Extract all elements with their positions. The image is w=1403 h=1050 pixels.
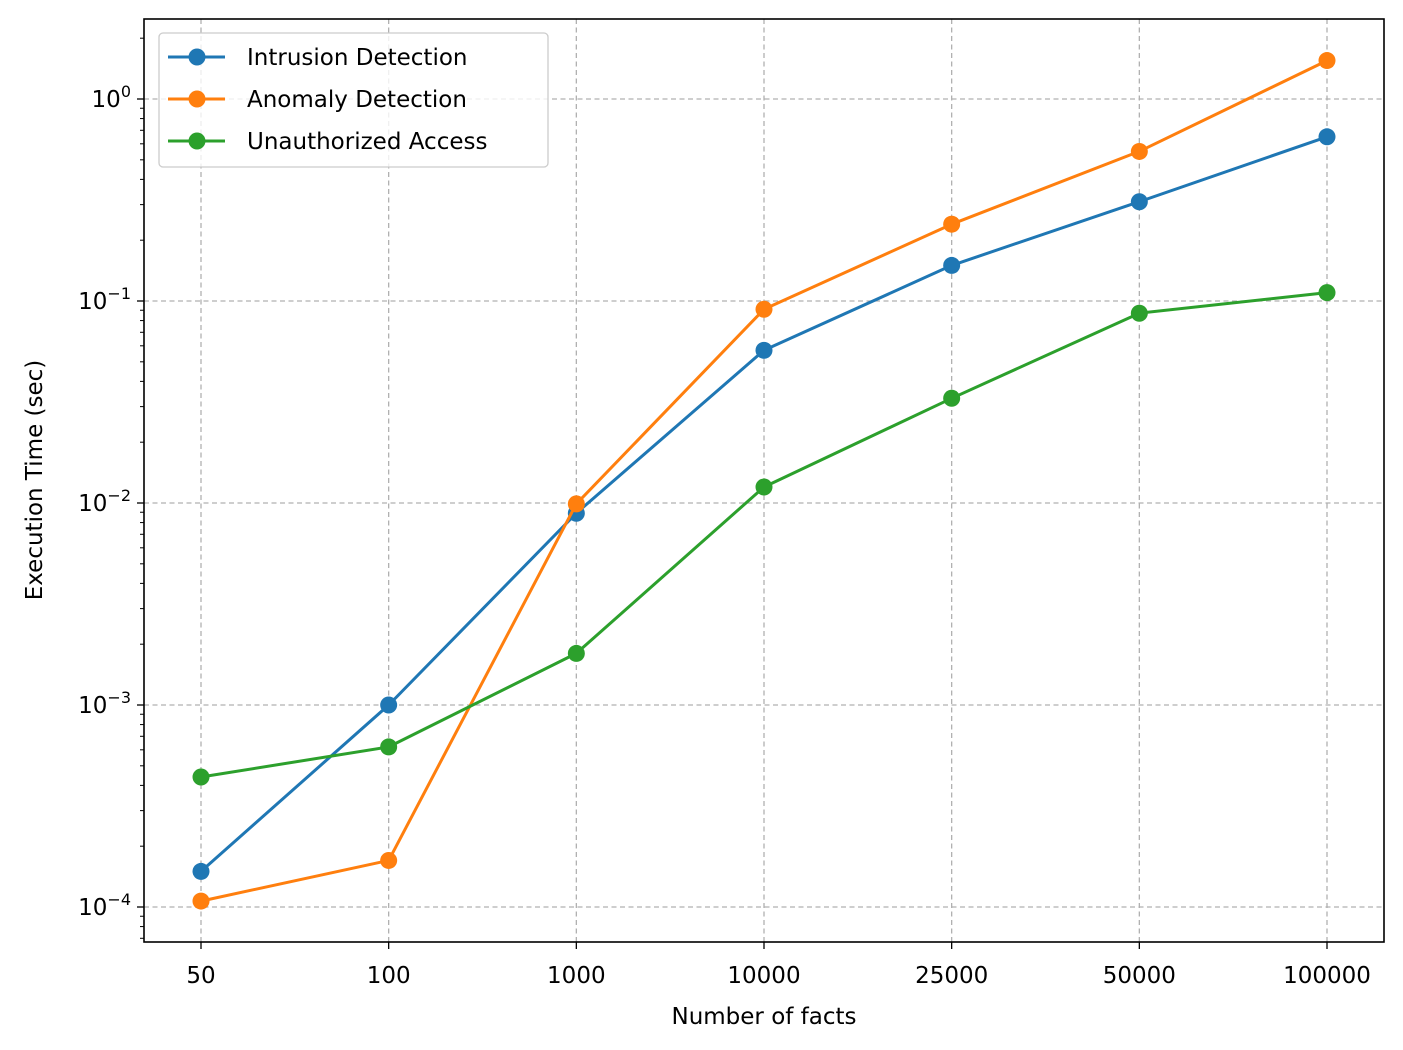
x-tick-label: 100	[367, 963, 411, 989]
series-group	[192, 284, 1336, 786]
y-tick-label: 10−2	[78, 486, 131, 517]
data-point	[567, 495, 585, 513]
y-tick-label: 100	[92, 82, 131, 113]
data-point	[755, 300, 773, 318]
legend-box	[158, 32, 549, 168]
data-point	[1130, 193, 1148, 211]
x-tick-label: 10000	[727, 963, 800, 989]
plot-area-frame	[143, 18, 1385, 943]
axis-ticks: 50 100 1000 10000 25000 50000 100000 10−4 10−3 10…	[78, 37, 1371, 989]
data-point	[380, 851, 398, 869]
series-lines	[192, 52, 1336, 910]
data-point	[1130, 304, 1148, 322]
legend-marker	[188, 90, 206, 108]
data-point	[1318, 52, 1336, 70]
data-point	[755, 478, 773, 496]
y-tick-label: 10−3	[78, 688, 131, 719]
legend-label: Anomaly Detection	[247, 87, 467, 113]
y-tick-label: 10−1	[78, 284, 131, 315]
legend-label: Unauthorized Access	[247, 129, 487, 155]
data-point	[380, 738, 398, 756]
data-point	[192, 892, 210, 910]
y-tick-label: 10−4	[78, 890, 131, 921]
data-point	[755, 341, 773, 359]
x-tick-label: 100000	[1283, 963, 1371, 989]
legend-marker	[188, 132, 206, 150]
legend: Intrusion Detection Anomaly Detection Unau…	[158, 32, 549, 168]
x-axis-label: Number of facts	[671, 1004, 856, 1030]
x-tick-label: 50	[186, 963, 215, 989]
x-tick-label: 50000	[1103, 963, 1176, 989]
data-point	[380, 696, 398, 714]
data-point	[943, 215, 961, 233]
data-point	[943, 389, 961, 407]
series-group	[192, 52, 1336, 910]
x-tick-label: 1000	[547, 963, 606, 989]
data-point	[192, 862, 210, 880]
data-point	[1318, 284, 1336, 302]
y-axis-label: Execution Time (sec)	[22, 360, 48, 601]
data-point	[567, 644, 585, 662]
data-point	[1318, 128, 1336, 146]
x-tick-label: 25000	[915, 963, 988, 989]
legend-label: Intrusion Detection	[247, 45, 467, 71]
legend-marker	[188, 48, 206, 66]
data-point	[192, 768, 210, 786]
data-point	[1130, 142, 1148, 160]
data-point	[943, 256, 961, 274]
